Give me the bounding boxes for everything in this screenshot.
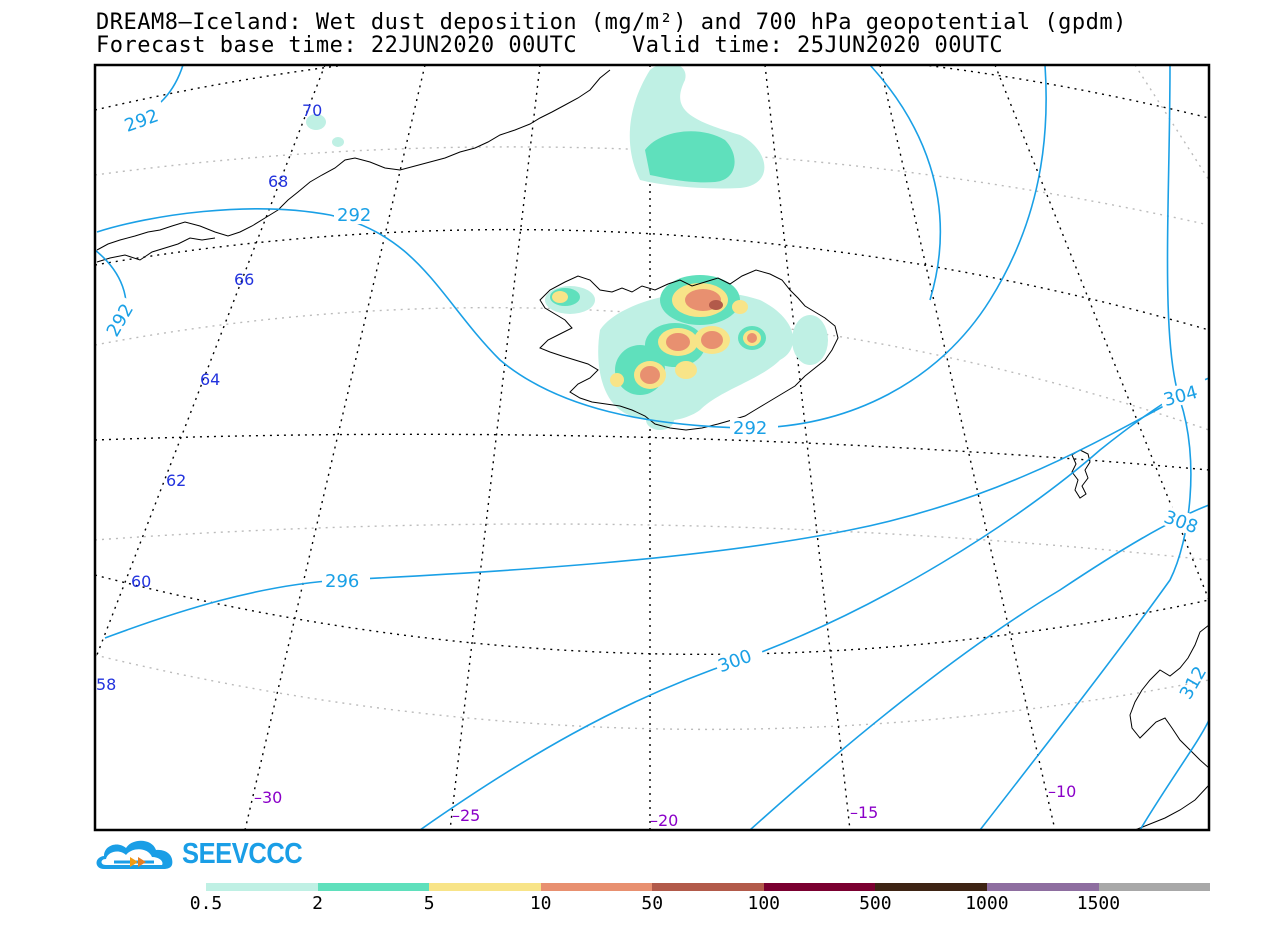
longitude-gridlines	[95, 65, 1209, 830]
lat-label: 64	[200, 370, 220, 389]
lon-label: –20	[650, 811, 678, 830]
contour-label: 296	[325, 571, 359, 592]
lat-label: 70	[302, 101, 322, 120]
lat-label: 58	[96, 675, 116, 694]
lon-label: –10	[1048, 782, 1076, 801]
colorbar-label: 100	[747, 893, 781, 914]
lat-label: 60	[131, 572, 151, 591]
contour-label: 312	[1176, 663, 1211, 703]
colorbar-label: 500	[859, 893, 892, 914]
geopotential-contours	[95, 65, 1209, 830]
coastlines	[96, 69, 1209, 830]
colorbar-swatch	[875, 883, 987, 891]
map-area	[95, 65, 1209, 830]
map-subtitle-times: Forecast base time: 22JUN2020 00UTC Vali…	[96, 33, 1004, 58]
colorbar-swatch	[540, 883, 653, 891]
lat-label: 66	[234, 270, 254, 289]
colorbar-swatch	[206, 883, 318, 891]
colorbar	[206, 883, 1211, 891]
colorbar-label: 0.5	[189, 893, 223, 914]
colorbar-swatch	[317, 883, 430, 891]
colorbar-label: 2	[312, 893, 323, 914]
lon-label: –15	[850, 803, 878, 822]
colorbar-swatch	[429, 883, 541, 891]
colorbar-label: 10	[529, 893, 552, 914]
lat-label: 68	[268, 172, 288, 191]
cloud-logo-icon	[96, 840, 173, 869]
contour-labels: 292 292 292 292 296 300 304 308 312	[98, 97, 1211, 703]
dust-deposition-field	[306, 65, 828, 430]
lat-label: 62	[166, 471, 186, 490]
longitude-labels: –30 –25 –20 –15 –10	[254, 782, 1076, 830]
lon-label: –25	[452, 806, 480, 825]
logo-wordmark: SEEVCCC	[182, 838, 303, 870]
contour-label: 300	[715, 646, 754, 677]
contour-label: 292	[337, 205, 371, 226]
colorbar-swatch	[652, 883, 764, 891]
colorbar-swatch	[763, 883, 876, 891]
colorbar-swatch	[1098, 883, 1211, 891]
colorbar-label: 1500	[1076, 893, 1121, 914]
map-frame	[93, 63, 1211, 832]
contour-label: 304	[1161, 382, 1200, 411]
colorbar-swatch	[986, 883, 1099, 891]
latitude-labels: 70 68 66 64 62 60 58	[96, 101, 322, 694]
latitude-gridlines	[95, 65, 1209, 731]
colorbar-label: 5	[423, 893, 435, 914]
colorbar-label: 50	[641, 893, 664, 914]
colorbar-label: 1000	[965, 893, 1009, 914]
map-title: DREAM8–Iceland: Wet dust deposition (mg/…	[96, 10, 1127, 35]
lon-label: –30	[254, 788, 282, 807]
contour-label: 292	[733, 418, 767, 439]
